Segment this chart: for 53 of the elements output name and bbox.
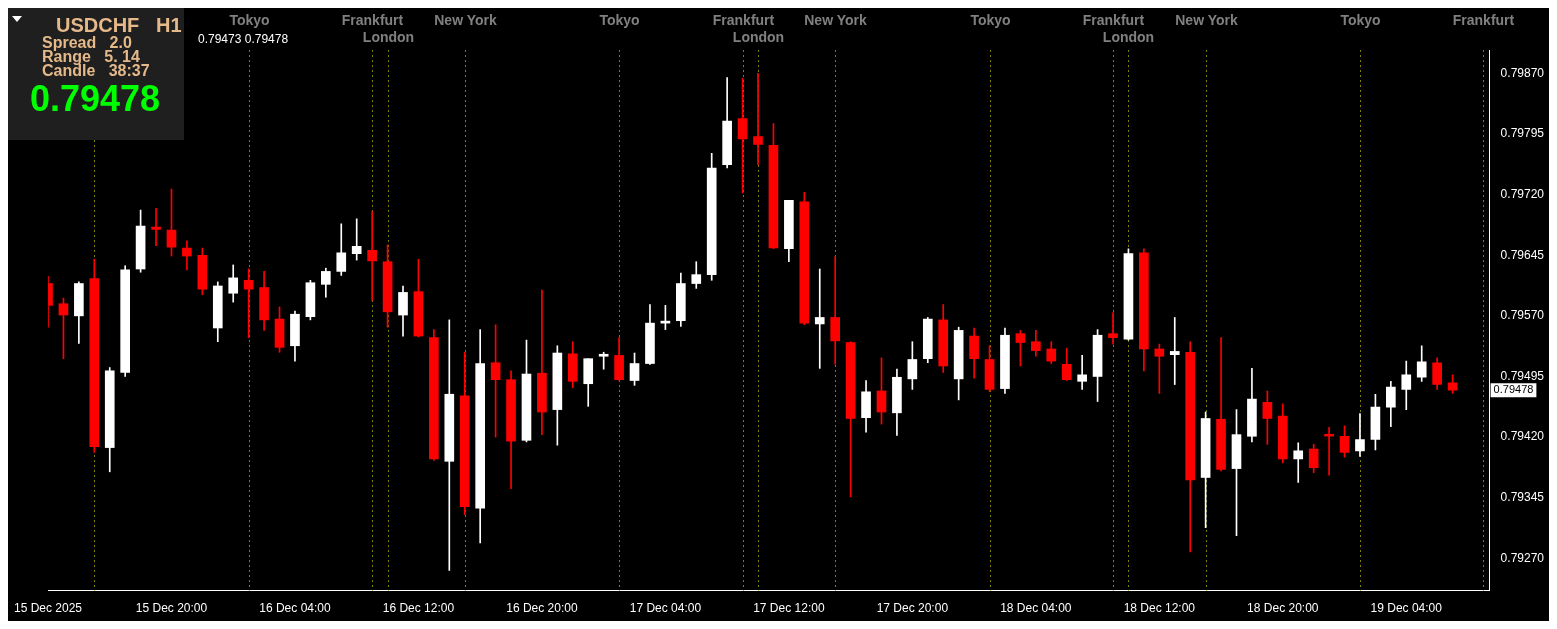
y-tick-label: 0.79795 bbox=[1500, 126, 1545, 141]
ref-line-label: New York bbox=[434, 11, 497, 28]
text: 0.79473 0.79478 bbox=[198, 32, 289, 46]
x-tick-label: 16 Dec 20:00 bbox=[506, 601, 578, 616]
x-tick-label: 17 Dec 12:00 bbox=[753, 601, 825, 616]
candlestick bbox=[1077, 355, 1087, 390]
y-tick-label: 0.79720 bbox=[1500, 186, 1545, 201]
y-tick-label: 0.79570 bbox=[1500, 308, 1545, 323]
y-tick-label: 0.79870 bbox=[1500, 65, 1545, 80]
y-tick-label: 0.79495 bbox=[1500, 368, 1545, 383]
candlestick bbox=[151, 208, 161, 246]
x-tick-label: 17 Dec 20:00 bbox=[876, 601, 949, 616]
y-tick-label: 0.79345 bbox=[1500, 489, 1545, 504]
candlestick bbox=[814, 268, 825, 369]
ref-line-label: Frankfurt bbox=[1082, 11, 1145, 28]
x-tick-label: 18 Dec 04:00 bbox=[1000, 601, 1072, 616]
ref-line-label: London bbox=[732, 28, 785, 45]
candlestick bbox=[367, 211, 377, 301]
candlestick bbox=[351, 218, 362, 261]
x-tick-label: 18 Dec 20:00 bbox=[1247, 601, 1319, 616]
x-tick-label: 16 Dec 04:00 bbox=[259, 601, 331, 616]
y-tick-label: 0.79645 bbox=[1500, 247, 1545, 262]
x-tick-label: 15 Dec 2025 bbox=[13, 601, 83, 616]
candlestick bbox=[1108, 312, 1118, 345]
annotation: 0.79478 bbox=[30, 78, 161, 119]
ref-line-label: Tokyo bbox=[970, 11, 1011, 28]
y-tick-label: 0.79270 bbox=[1500, 550, 1545, 565]
candlestick bbox=[1169, 317, 1180, 385]
candlestick bbox=[1154, 343, 1165, 394]
chart-title: USDCHF H1 bbox=[56, 14, 182, 36]
x-tick-label: 16 Dec 12:00 bbox=[382, 601, 455, 616]
x-tick-label: 18 Dec 12:00 bbox=[1123, 601, 1196, 616]
candlestick bbox=[182, 240, 192, 271]
ref-line-label: Tokyo bbox=[229, 11, 270, 28]
ref-line-label: London bbox=[362, 28, 415, 45]
ref-line-label: Tokyo bbox=[599, 11, 640, 28]
ref-line-label: London bbox=[1102, 28, 1155, 45]
ref-line-label: Tokyo bbox=[1340, 11, 1381, 28]
candlestick bbox=[830, 256, 841, 365]
ref-line-label: Frankfurt bbox=[1452, 11, 1515, 28]
ref-line-label: New York bbox=[804, 11, 867, 28]
ref-line-label: Frankfurt bbox=[341, 11, 404, 28]
candlestick bbox=[1293, 442, 1304, 483]
text: 0.79478 bbox=[1493, 383, 1534, 396]
x-tick-label: 15 Dec 20:00 bbox=[135, 601, 208, 616]
x-tick-label: 19 Dec 04:00 bbox=[1370, 601, 1443, 616]
ref-line-label: New York bbox=[1175, 11, 1238, 28]
y-tick-label: 0.79420 bbox=[1500, 429, 1545, 444]
x-tick-label: 17 Dec 04:00 bbox=[629, 601, 702, 616]
ref-line-label: Frankfurt bbox=[712, 11, 775, 28]
annotation: Spread 2.0 bbox=[42, 34, 132, 51]
candlestick bbox=[1324, 427, 1334, 476]
candlestick bbox=[753, 73, 763, 166]
